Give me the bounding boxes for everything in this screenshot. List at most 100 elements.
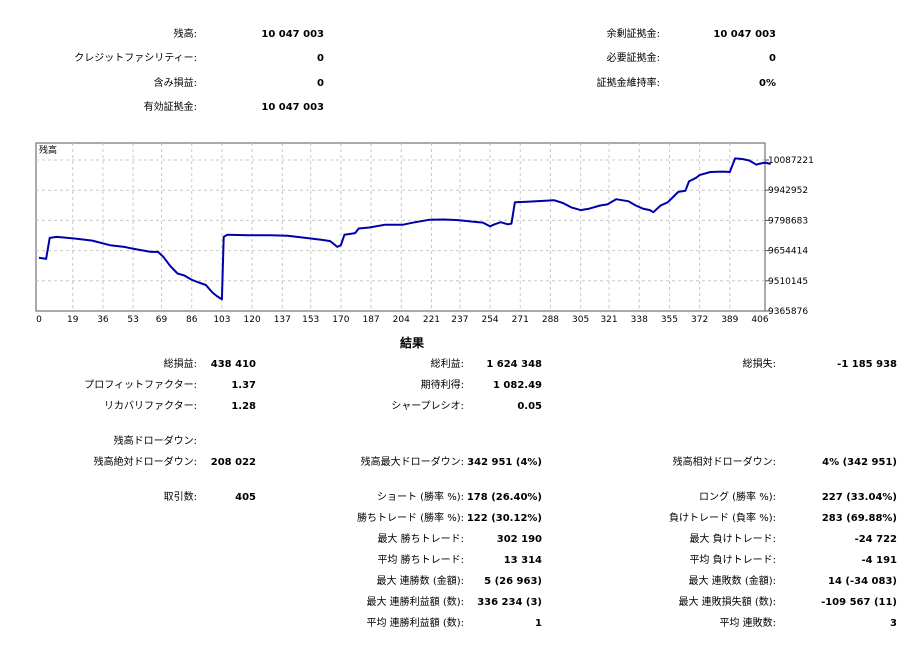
avg-consec-wins-label: 平均 連勝利益額 (数): — [366, 618, 464, 629]
loss-trades-value: 283 (69.88%) — [821, 513, 897, 524]
x-tick-label: 187 — [362, 315, 379, 325]
long-label: ロング (勝率 %): — [698, 492, 776, 503]
x-tick-label: 69 — [156, 315, 168, 325]
margin-level-label: 証拠金維持率: — [596, 78, 660, 89]
equity-label: 有効証拠金: — [143, 102, 197, 113]
win-trades-label: 勝ちトレード (勝率 %): — [356, 513, 464, 524]
x-tick-label: 372 — [691, 315, 708, 325]
sharpe-value: 0.05 — [517, 401, 542, 412]
gross-loss-value: -1 185 938 — [837, 359, 897, 370]
credit-label: クレジットファシリティー: — [74, 53, 197, 64]
win-trades-value: 122 (30.12%) — [466, 513, 542, 524]
max-consec-loss-label: 最大 連敗損失額 (数): — [678, 597, 776, 608]
x-tick-label: 86 — [186, 315, 198, 325]
max-win-value: 302 190 — [496, 534, 542, 545]
dd-max-label: 残高最大ドローダウン: — [360, 457, 464, 468]
balance-label: 残高: — [173, 29, 197, 40]
recovery-factor-value: 1.28 — [231, 401, 256, 412]
recovery-factor-label: リカバリファクター: — [104, 401, 197, 412]
loss-trades-label: 負けトレード (負率 %): — [668, 513, 776, 524]
expected-payoff-value: 1 082.49 — [492, 380, 542, 391]
dd-rel-value: 4% (342 951) — [822, 457, 897, 468]
x-tick-label: 288 — [542, 315, 559, 325]
x-tick-label: 221 — [423, 315, 440, 325]
y-tick-label: 10087221 — [768, 156, 814, 166]
total-net-label: 総損益: — [163, 359, 197, 370]
x-tick-label: 137 — [274, 315, 291, 325]
free-margin-value: 10 047 003 — [713, 29, 776, 40]
short-label: ショート (勝率 %): — [376, 492, 464, 503]
dd-abs-value: 208 022 — [210, 457, 256, 468]
dd-max-value: 342 951 (4%) — [467, 457, 542, 468]
avg-consec-wins-value: 1 — [535, 618, 542, 629]
x-tick-label: 254 — [481, 315, 498, 325]
x-tick-label: 153 — [302, 315, 319, 325]
short-value: 178 (26.40%) — [466, 492, 542, 503]
margin-label: 必要証拠金: — [606, 53, 660, 64]
max-consec-wins-value: 5 (26 963) — [484, 576, 542, 587]
profit-factor-value: 1.37 — [231, 380, 256, 391]
y-tick-label: 9510145 — [768, 277, 808, 287]
free-margin-label: 余剰証拠金: — [606, 29, 660, 40]
x-tick-label: 204 — [393, 315, 410, 325]
max-win-label: 最大 勝ちトレード: — [377, 534, 464, 545]
x-tick-label: 305 — [572, 315, 589, 325]
margin-value: 0 — [769, 53, 776, 64]
balance-value: 10 047 003 — [261, 29, 324, 40]
x-tick-label: 120 — [244, 315, 261, 325]
x-tick-label: 19 — [67, 315, 79, 325]
x-tick-label: 170 — [332, 315, 349, 325]
results-title: 結果 — [400, 336, 425, 350]
x-tick-label: 355 — [661, 315, 678, 325]
y-tick-label: 9365876 — [768, 307, 808, 317]
max-consec-profit-value: 336 234 (3) — [477, 597, 542, 608]
trades-value: 405 — [235, 492, 256, 503]
x-tick-label: 389 — [721, 315, 738, 325]
max-consec-profit-label: 最大 連勝利益額 (数): — [366, 597, 464, 608]
drawdown-label: 残高ドローダウン: — [113, 436, 197, 447]
profit-factor-label: プロフィットファクター: — [84, 380, 197, 391]
avg-loss-label: 平均 負けトレード: — [689, 555, 776, 566]
balance-line — [38, 157, 771, 301]
long-value: 227 (33.04%) — [821, 492, 897, 503]
credit-value: 0 — [317, 53, 324, 64]
avg-loss-value: -4 191 — [861, 555, 897, 566]
y-axis: 9365876 9510145 9654414 9798683 9942952 10087… — [765, 156, 814, 317]
avg-win-value: 13 314 — [503, 555, 542, 566]
x-tick-label: 338 — [631, 315, 648, 325]
balance-series — [38, 157, 771, 301]
y-tick-label: 9798683 — [768, 216, 808, 226]
floating-label: 含み損益: — [153, 78, 197, 89]
gross-profit-label: 総利益: — [430, 359, 464, 370]
trades-label: 取引数: — [163, 492, 197, 503]
max-consec-loss-value: -109 567 (11) — [821, 597, 897, 608]
avg-consec-losses-value: 3 — [890, 618, 897, 629]
avg-win-label: 平均 勝ちトレード: — [377, 555, 464, 566]
x-axis: 0 19 36 53 69 86 103 120 137 153 170 187 204 221 237 25… — [36, 315, 769, 325]
x-tick-label: 271 — [512, 315, 529, 325]
gross-loss-label: 総損失: — [742, 359, 776, 370]
max-loss-label: 最大 負けトレード: — [689, 534, 776, 545]
x-tick-label: 321 — [600, 315, 617, 325]
max-consec-wins-label: 最大 連勝数 (金額): — [376, 576, 464, 587]
y-tick-label: 9654414 — [768, 247, 808, 257]
x-tick-label: 406 — [751, 315, 768, 325]
floating-value: 0 — [317, 78, 324, 89]
x-tick-label: 36 — [97, 315, 109, 325]
dd-rel-label: 残高相対ドローダウン: — [672, 457, 776, 468]
chart-title: 残高 — [39, 144, 57, 156]
x-tick-label: 237 — [451, 315, 468, 325]
max-loss-value: -24 722 — [854, 534, 897, 545]
avg-consec-losses-label: 平均 連敗数: — [719, 618, 776, 629]
max-consec-losses-value: 14 (-34 083) — [828, 576, 897, 587]
chart-grid — [36, 143, 765, 311]
x-tick-label: 0 — [36, 315, 42, 325]
x-tick-label: 103 — [213, 315, 230, 325]
plot-frame — [35, 142, 766, 312]
sharpe-label: シャープレシオ: — [391, 401, 464, 412]
y-tick-label: 9942952 — [768, 186, 808, 196]
total-net-value: 438 410 — [210, 359, 256, 370]
equity-value: 10 047 003 — [261, 102, 324, 113]
gross-profit-value: 1 624 348 — [486, 359, 542, 370]
